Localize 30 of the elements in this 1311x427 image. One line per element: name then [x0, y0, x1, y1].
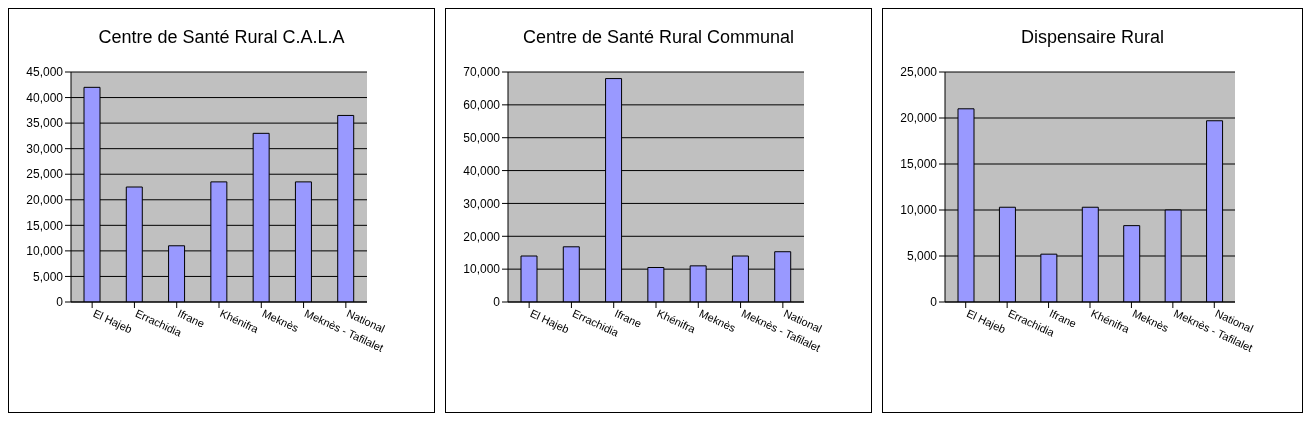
- chart-title: Centre de Santé Rural C.A.L.A: [97, 27, 346, 49]
- y-tick-label: 25,000: [26, 167, 64, 182]
- x-tick-label: El Hajeb: [91, 306, 135, 336]
- y-tick-label: 50,000: [463, 130, 501, 145]
- y-tick-label: 45,000: [26, 65, 64, 80]
- y-tick-label: 25,000: [900, 65, 938, 80]
- y-tick-label: 20,000: [463, 229, 501, 244]
- y-tick-label: 15,000: [26, 218, 64, 233]
- y-tick-label: 35,000: [26, 116, 64, 131]
- y-tick-label: 0: [56, 295, 64, 310]
- y-tick-label: 70,000: [463, 65, 501, 80]
- y-tick-label: 0: [930, 295, 938, 310]
- y-tick-label: 10,000: [463, 262, 501, 277]
- y-tick-label: 10,000: [26, 244, 64, 259]
- y-tick-label: 40,000: [26, 90, 64, 105]
- y-tick-label: 30,000: [463, 196, 501, 211]
- y-tick-label: 20,000: [900, 111, 938, 126]
- y-tick-label: 0: [493, 295, 501, 310]
- x-tick-label: El Hajeb: [964, 306, 1008, 336]
- y-tick-label: 30,000: [26, 141, 64, 156]
- y-tick-label: 5,000: [32, 269, 64, 284]
- y-tick-label: 10,000: [900, 203, 938, 218]
- x-tick-label: El Hajeb: [528, 306, 572, 336]
- y-tick-label: 15,000: [900, 157, 938, 172]
- chart-title: Dispensaire Rural: [1019, 27, 1166, 49]
- y-tick-label: 5,000: [906, 249, 938, 264]
- y-tick-label: 40,000: [463, 163, 501, 178]
- y-tick-label: 20,000: [26, 193, 64, 208]
- y-tick-label: 60,000: [463, 98, 501, 113]
- chart-title: Centre de Santé Rural Communal: [521, 27, 796, 49]
